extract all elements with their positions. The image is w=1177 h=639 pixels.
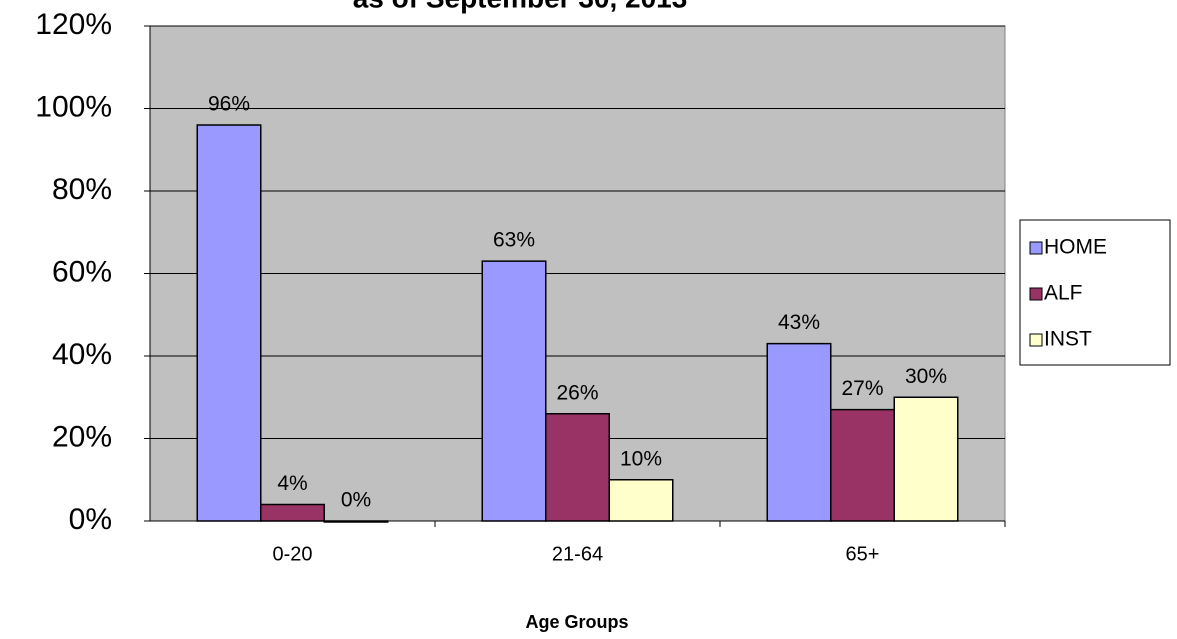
legend-swatch (1029, 333, 1043, 347)
x-tick-label: 65+ (846, 543, 880, 565)
bar (766, 342, 832, 522)
data-label: 30% (905, 365, 947, 388)
bar (196, 124, 262, 522)
bar (481, 260, 547, 522)
chart-title: as of September 30, 2013 (353, 0, 688, 13)
y-tick-label: 40% (52, 338, 112, 371)
data-label: 26% (556, 381, 598, 404)
bar (323, 520, 389, 523)
legend-label: ALF (1044, 282, 1083, 305)
legend-swatch (1029, 241, 1043, 255)
x-axis-label: Age Groups (525, 612, 628, 632)
x-tick-label: 21-64 (552, 543, 603, 565)
legend-swatch (1029, 287, 1043, 301)
legend-label: HOME (1044, 236, 1107, 259)
y-tick-label: 0% (69, 503, 112, 536)
x-tick-label: 0-20 (272, 543, 312, 565)
y-tick-label: 100% (35, 90, 112, 123)
bar (260, 503, 325, 522)
data-label: 10% (620, 447, 662, 470)
y-tick-label: 80% (52, 173, 112, 206)
y-tick-label: 60% (52, 255, 112, 288)
y-tick-label: 20% (52, 420, 112, 453)
bar (608, 479, 674, 522)
legend-label: INST (1044, 328, 1092, 351)
data-label: 63% (493, 229, 535, 252)
y-tick-label: 120% (35, 8, 112, 41)
bar (893, 396, 959, 522)
data-label: 0% (341, 489, 371, 512)
bar (830, 408, 895, 522)
bar (545, 413, 610, 522)
data-label: 27% (841, 377, 883, 400)
legend (1019, 219, 1171, 366)
data-label: 96% (208, 93, 250, 116)
data-label: 43% (778, 311, 820, 334)
data-label: 4% (277, 472, 307, 495)
